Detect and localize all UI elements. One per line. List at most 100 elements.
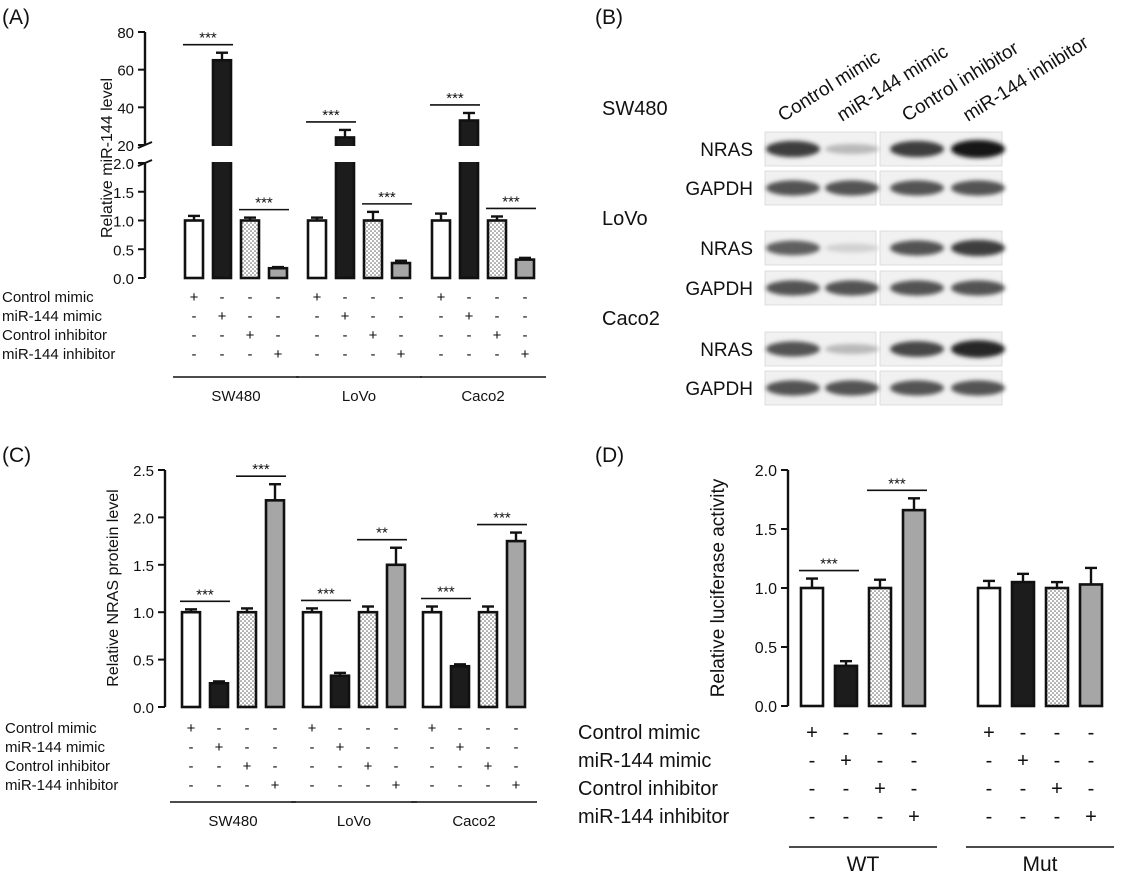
treatment-sign: -	[276, 308, 281, 325]
treatment-sign: -	[245, 739, 250, 756]
y-tick-label: 0.5	[133, 653, 154, 670]
axis-break-gap	[210, 146, 234, 162]
treatment-sign: -	[310, 739, 315, 756]
treatment-sign: -	[338, 758, 343, 775]
panel-a-chart: 0.0 0.5 1.0 1.5 2.020 40 60 80 Relative miR-144 …	[2, 25, 546, 405]
treatment-sign: -	[523, 308, 528, 325]
bar	[208, 681, 230, 709]
y-tick-label: 2.5	[133, 463, 154, 480]
treatment-sign: -	[343, 327, 348, 344]
bar	[1078, 583, 1104, 708]
bar	[505, 539, 527, 709]
bar	[264, 499, 286, 709]
blot-band	[766, 180, 820, 196]
bar	[449, 664, 471, 709]
significance-label: ***	[437, 584, 455, 601]
group-label: Mut	[1022, 853, 1057, 876]
treatment-sign: -	[366, 739, 371, 756]
treatment-sign: -	[273, 739, 278, 756]
blot-band	[825, 343, 879, 355]
bar	[236, 610, 258, 709]
treatment-label: miR-144 mimic	[578, 750, 711, 772]
bar	[477, 610, 499, 709]
treatment-label: Control inhibitor	[2, 327, 107, 344]
significance-label: ***	[493, 510, 511, 527]
y-tick-label: 1.0	[133, 605, 154, 622]
y-tick-label: 1.0	[113, 214, 134, 231]
treatment-sign: -	[189, 777, 194, 794]
blot-band	[825, 180, 879, 196]
treatment-sign: -	[1088, 778, 1095, 800]
treatment-sign: +	[437, 289, 446, 306]
band-label: GAPDH	[685, 179, 753, 200]
treatment-sign: -	[394, 758, 399, 775]
treatment-sign: -	[1020, 806, 1027, 828]
treatment-sign: -	[495, 289, 500, 306]
treatment-sign: -	[495, 346, 500, 363]
blot-band	[890, 140, 944, 158]
treatment-sign: -	[458, 720, 463, 737]
cell-line-label: LoVo	[602, 208, 648, 230]
treatment-sign: -	[486, 720, 491, 737]
treatment-sign: -	[809, 750, 816, 772]
treatment-label: Control mimic	[5, 720, 97, 737]
bar	[514, 258, 536, 280]
treatment-sign: +	[484, 758, 493, 775]
treatment-sign: +	[428, 720, 437, 737]
treatment-sign: -	[911, 750, 918, 772]
y-tick-label: 40	[117, 100, 134, 117]
bar	[867, 586, 893, 708]
treatment-sign: -	[523, 289, 528, 306]
y-tick-label: 2.0	[755, 463, 777, 480]
treatment-sign: +	[218, 308, 227, 325]
blot-band	[766, 140, 820, 158]
significance-label: ***	[255, 195, 273, 212]
blot-band	[825, 380, 879, 396]
cell-line-label: SW480	[602, 98, 668, 120]
y-tick-label: 2.0	[113, 156, 134, 173]
significance-label: ***	[502, 193, 520, 210]
y-tick-label: 20	[117, 138, 134, 155]
panel-d-chart: 0.0 0.5 1.0 1.5 2.0 Relative luciferase activ…	[578, 463, 1114, 876]
treatment-sign: -	[1054, 722, 1061, 744]
bar	[239, 219, 261, 280]
treatment-sign: -	[192, 346, 197, 363]
treatment-sign: +	[190, 289, 199, 306]
blot-band	[951, 239, 1005, 257]
blot-band	[951, 180, 1005, 196]
treatment-sign: -	[276, 289, 281, 306]
bar	[183, 219, 205, 280]
treatment-sign: -	[495, 308, 500, 325]
treatment-label: Control inhibitor	[5, 758, 110, 775]
band-label: NRAS	[700, 239, 753, 260]
significance-label: ***	[820, 556, 838, 573]
y-tick-label: 1.5	[113, 185, 134, 202]
treatment-sign: -	[371, 289, 376, 306]
treatment-sign: -	[486, 777, 491, 794]
treatment-sign: -	[315, 346, 320, 363]
treatment-sign: +	[271, 777, 280, 794]
y-tick-label: 0.0	[133, 700, 154, 717]
blot-band	[890, 341, 944, 357]
significance-label: ***	[196, 586, 214, 603]
panel-label-c: (C)	[2, 444, 31, 467]
significance-label: ***	[888, 475, 906, 492]
bar	[901, 508, 927, 708]
panel-label-b: (B)	[595, 6, 623, 29]
bar	[421, 610, 443, 709]
blot-band	[825, 280, 879, 296]
treatment-sign: -	[439, 308, 444, 325]
bar	[486, 219, 508, 280]
y-axis-label: Relative miR-144 level	[99, 78, 116, 238]
treatment-sign: -	[273, 720, 278, 737]
treatment-label: miR-144 inhibitor	[2, 346, 115, 363]
y-axis-label: Relative luciferase activity	[708, 478, 729, 697]
bar	[390, 261, 412, 280]
treatment-sign: +	[364, 758, 373, 775]
treatment-sign: -	[310, 777, 315, 794]
group-label: WT	[847, 853, 880, 876]
treatment-sign: +	[369, 327, 378, 344]
bar	[267, 266, 289, 280]
